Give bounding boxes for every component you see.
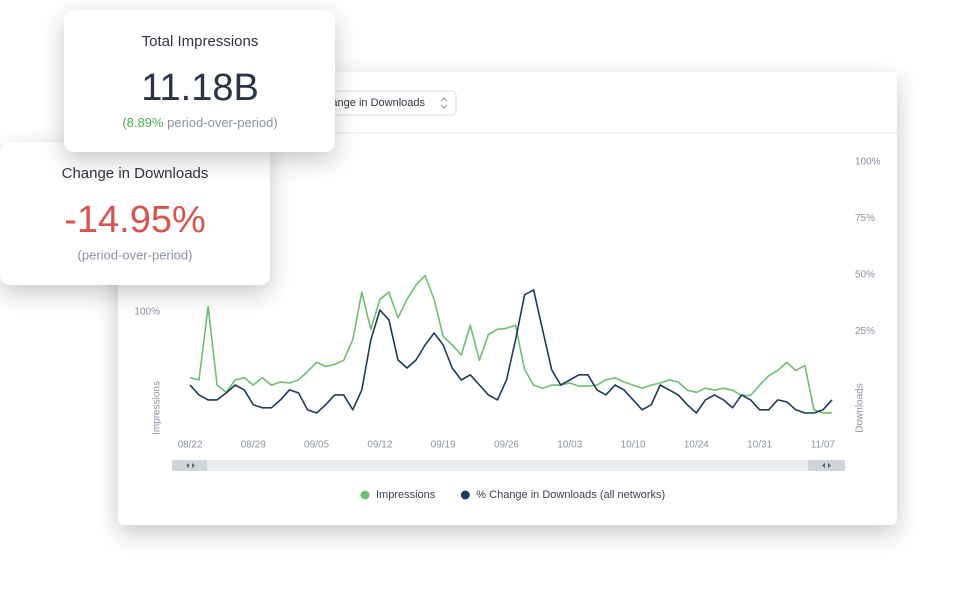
card: Total Impressions 11.18B (8.89% period-o… <box>64 10 335 152</box>
x-tick-label: 10/24 <box>684 440 709 451</box>
y2-tick-label: 25% <box>855 326 875 337</box>
x-tick-label: 10/03 <box>557 440 582 451</box>
legend-label: Impressions <box>376 489 436 501</box>
plot: 100% 25% 50% 75% 100% 08/22 08/29 09/05 09/12 09/… <box>134 157 880 501</box>
card-title: Total Impressions <box>142 33 259 50</box>
y2-tick-label: 50% <box>855 270 875 281</box>
y2-tick-label: 75% <box>855 213 875 224</box>
legend-swatch <box>460 490 470 500</box>
y-tick-label: 100% <box>134 306 160 317</box>
x-tick-label: 10/10 <box>621 440 646 451</box>
card-value: -14.95% <box>64 199 206 241</box>
x-tick-label: 10/31 <box>747 440 772 451</box>
dropdown-icon <box>440 97 448 109</box>
card: Change in Downloads -14.95% (period-over… <box>0 142 270 285</box>
scrollbar[interactable] <box>172 460 845 471</box>
card-value: 11.18B <box>141 67 259 109</box>
card-delta: (8.89% <box>122 115 164 130</box>
legend-label: % Change in Downloads (all networks) <box>476 489 665 501</box>
x-tick-label: 09/05 <box>304 440 329 451</box>
y2-axis-title: Downloads <box>855 383 866 432</box>
y-axis-title: Impressions <box>152 381 163 435</box>
line <box>189 274 832 414</box>
card-note: (8.89% period-over-period) <box>122 115 277 130</box>
x-tick-label: 09/12 <box>367 440 392 451</box>
card-note-text: period-over-period) <box>164 115 278 130</box>
x-tick-label: 08/29 <box>241 440 266 451</box>
x-tick-label: 09/26 <box>494 440 519 451</box>
card-note: (period-over-period) <box>78 247 193 262</box>
x-tick-label: 09/19 <box>431 440 456 451</box>
card-title: Change in Downloads <box>62 165 209 182</box>
x-tick-label: 11/07 <box>811 440 836 451</box>
line <box>189 289 833 414</box>
x-tick-label: 08/22 <box>177 440 202 451</box>
legend-swatch <box>360 490 370 500</box>
y2-tick-label: 100% <box>855 157 881 168</box>
